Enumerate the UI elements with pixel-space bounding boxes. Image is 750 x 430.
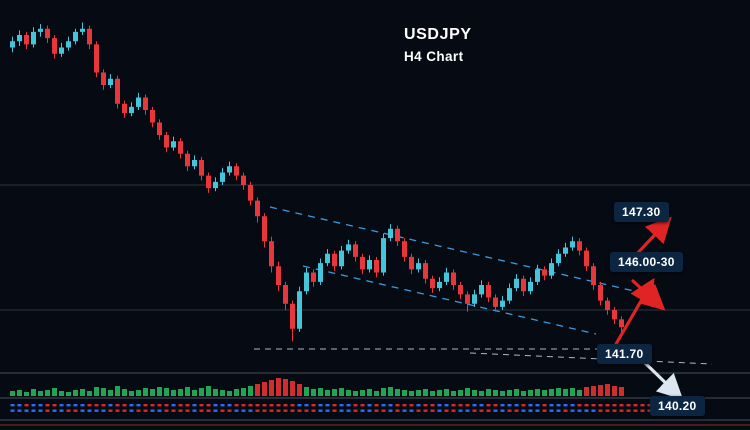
arrow-layer [614, 216, 684, 400]
chart-title: USDJPY H4 Chart [404, 26, 472, 64]
channel-lines [269, 206, 635, 335]
volume-layer [10, 378, 624, 396]
grid-layer [0, 184, 750, 311]
price-label-support: 141.70 [597, 344, 652, 364]
symbol-name: USDJPY [404, 26, 472, 43]
timeframe-label: H4 Chart [404, 49, 464, 64]
price-label-target-upper: 147.30 [614, 202, 669, 222]
separator-layer [0, 372, 750, 421]
signal-dots-layer [10, 404, 687, 412]
support-lines [254, 348, 713, 365]
candle-layer [10, 22, 624, 342]
price-label-resistance-zone: 146.00-30 [610, 252, 683, 272]
price-label-target-lower: 140.20 [650, 396, 705, 416]
